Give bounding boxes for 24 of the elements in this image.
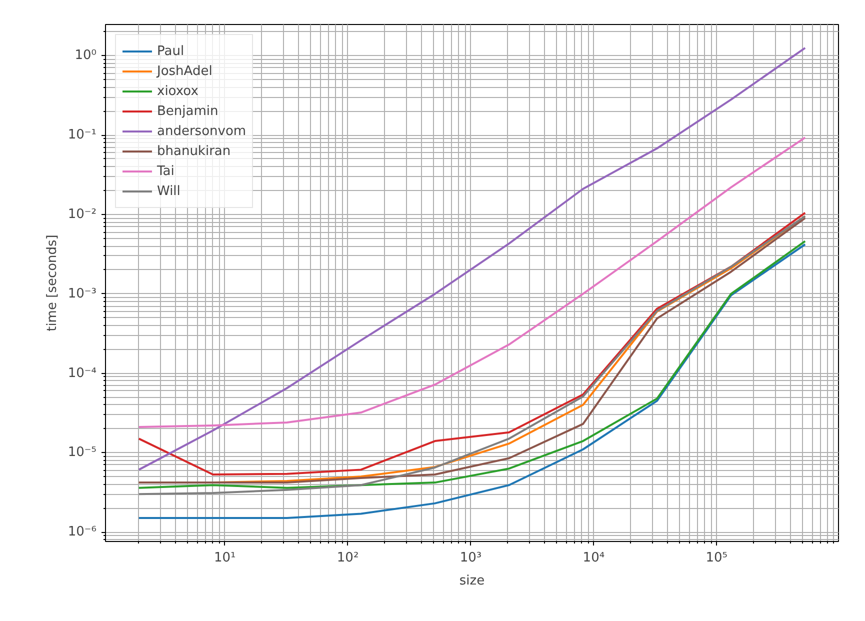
y-axis-title: time [seconds] — [44, 234, 60, 332]
line-series — [138, 136, 806, 428]
legend-label: bhanukiran — [157, 144, 231, 158]
x-axis-title: size — [459, 574, 485, 588]
x-tick-label: 10⁴ — [582, 550, 605, 566]
y-tick-label: 10⁻³ — [68, 286, 97, 302]
legend-label: xioxox — [157, 84, 198, 98]
legend-label: JoshAdel — [157, 64, 212, 78]
x-tick-label: 10¹ — [214, 550, 236, 566]
x-tick-label: 10⁵ — [706, 550, 728, 566]
y-tick-label: 10⁰ — [74, 48, 97, 64]
y-tick-label: 10⁻¹ — [68, 128, 97, 143]
y-tick-label: 10⁻⁴ — [68, 366, 97, 381]
legend-label: Benjamin — [157, 104, 218, 118]
x-tick-label: 10² — [336, 550, 359, 566]
legend-label: Paul — [157, 44, 184, 58]
line-series — [138, 46, 806, 471]
y-tick-label: 10⁻² — [68, 206, 97, 222]
legend-label: Will — [157, 184, 180, 198]
legend-label: Tai — [157, 164, 176, 178]
y-tick-label: 10⁻⁵ — [68, 445, 97, 460]
x-tick-label: 10³ — [460, 550, 482, 566]
y-tick-label: 10⁻⁶ — [68, 524, 97, 540]
legend-label: andersonvom — [157, 124, 246, 138]
